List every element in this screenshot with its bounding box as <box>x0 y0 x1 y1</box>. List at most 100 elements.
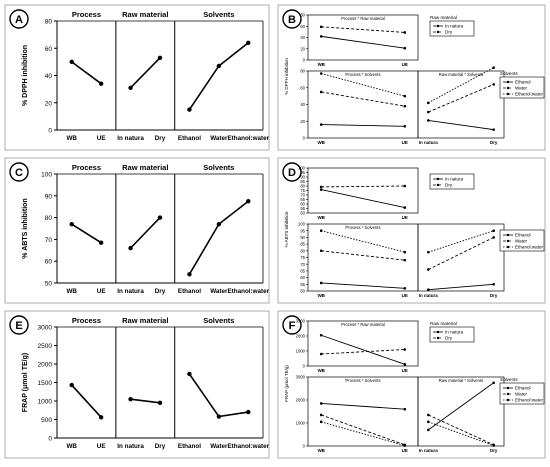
series-line <box>428 119 494 131</box>
y-tick-label: 20 <box>300 46 305 51</box>
data-point <box>492 83 495 86</box>
x-tick-label: Ethanol <box>178 288 201 295</box>
legend-label: Dry <box>445 30 453 35</box>
group-title: Raw material <box>122 10 168 19</box>
y-tick-label: 2500 <box>38 343 53 350</box>
y-tick-label: 60 <box>300 24 305 29</box>
subplot-title: Raw material * Solvents <box>439 378 483 383</box>
x-tick-label: UE <box>402 62 408 67</box>
group-title: Process <box>72 163 101 172</box>
y-tick-label: 75 <box>300 188 305 193</box>
data-point <box>492 66 495 69</box>
y-tick-label: 40 <box>300 35 305 40</box>
panel-letter: B <box>288 14 296 26</box>
y-tick-label: 65 <box>300 269 305 274</box>
data-point <box>157 215 163 220</box>
series-line <box>71 61 102 85</box>
legend-marker <box>436 330 440 334</box>
data-point <box>319 420 323 424</box>
data-point <box>403 250 407 254</box>
data-point <box>427 420 430 424</box>
data-point <box>403 206 407 209</box>
data-point <box>403 287 407 290</box>
data-point <box>319 35 323 38</box>
data-point <box>427 288 430 291</box>
y-tick-label: 50 <box>300 289 305 294</box>
x-tick-label: UE <box>402 368 408 373</box>
data-point <box>157 55 163 60</box>
legend-label: Ethanol <box>515 233 531 238</box>
legend-label: Dry <box>445 336 453 341</box>
legend-marker <box>436 30 440 34</box>
data-point <box>157 400 163 406</box>
legend-title: Solvents <box>500 71 518 76</box>
data-point <box>492 381 495 385</box>
legend-label: Ethanol:water <box>515 398 544 403</box>
x-tick-label: Dry <box>490 293 498 298</box>
series-line <box>321 124 405 127</box>
legend-label: Dry <box>445 183 453 188</box>
panel-letter: D <box>288 167 296 179</box>
y-tick-label: 0 <box>48 436 52 443</box>
data-point <box>319 413 323 417</box>
data-point <box>403 94 407 98</box>
x-tick-label: In natura <box>117 288 144 295</box>
x-tick-label: Water <box>210 288 228 295</box>
y-tick-label: 0 <box>48 128 52 135</box>
data-point <box>427 110 430 114</box>
series-line <box>130 398 161 404</box>
y-tick-label: 50 <box>45 281 53 288</box>
y-tick-label: 2000 <box>296 334 306 339</box>
data-point <box>187 107 192 112</box>
x-tick-label: Water <box>210 135 228 142</box>
series-line <box>428 382 494 431</box>
data-point <box>319 90 323 94</box>
data-point <box>319 352 323 356</box>
subplot-frame <box>417 376 505 447</box>
legend-label: Water <box>515 392 528 397</box>
group-title: Process <box>72 10 101 19</box>
data-point <box>216 221 222 227</box>
panel-letter-circle <box>282 315 302 335</box>
data-point <box>492 444 495 447</box>
y-tick-label: 80 <box>45 215 53 222</box>
legend-marker <box>506 233 510 237</box>
data-point <box>216 63 222 69</box>
x-tick-label: Water <box>210 443 228 450</box>
y-tick-label: 500 <box>41 417 52 424</box>
data-point <box>69 59 74 65</box>
y-tick-label: 70 <box>300 193 305 198</box>
legend-label: Ethanol <box>515 80 531 85</box>
legend-label: In natura <box>445 177 464 182</box>
y-axis-label: FRAP (μmol TE/g) <box>22 353 29 412</box>
x-tick-label: Ethanol <box>178 135 201 142</box>
y-tick-label: 60 <box>300 275 305 280</box>
x-tick-label: UE <box>402 215 408 220</box>
series-line <box>321 189 405 209</box>
x-tick-label: UE <box>97 135 106 142</box>
data-point <box>403 258 407 262</box>
x-tick-label: Ethanol:water <box>227 288 269 295</box>
series-line <box>428 67 494 104</box>
series-line <box>321 35 405 49</box>
data-point <box>403 407 407 411</box>
legend-marker <box>436 177 440 181</box>
subplot-title: Process * Raw material <box>341 16 385 21</box>
panel-letter: C <box>15 167 23 179</box>
data-point <box>492 128 495 131</box>
data-point <box>427 428 430 432</box>
x-tick-label: In natura <box>117 443 144 450</box>
y-tick-label: 3000 <box>296 375 306 380</box>
data-point <box>319 402 323 405</box>
data-point <box>403 444 407 447</box>
data-point <box>427 250 430 254</box>
series-line <box>321 349 405 355</box>
y-tick-label: 55 <box>300 282 305 287</box>
x-tick-label: WB <box>66 135 77 142</box>
y-tick-label: 65 <box>300 197 305 202</box>
x-tick-label: Dry <box>155 135 166 142</box>
x-tick-label: UE <box>402 140 408 145</box>
legend-label: In natura <box>445 24 464 29</box>
y-tick-label: 3000 <box>296 319 306 324</box>
